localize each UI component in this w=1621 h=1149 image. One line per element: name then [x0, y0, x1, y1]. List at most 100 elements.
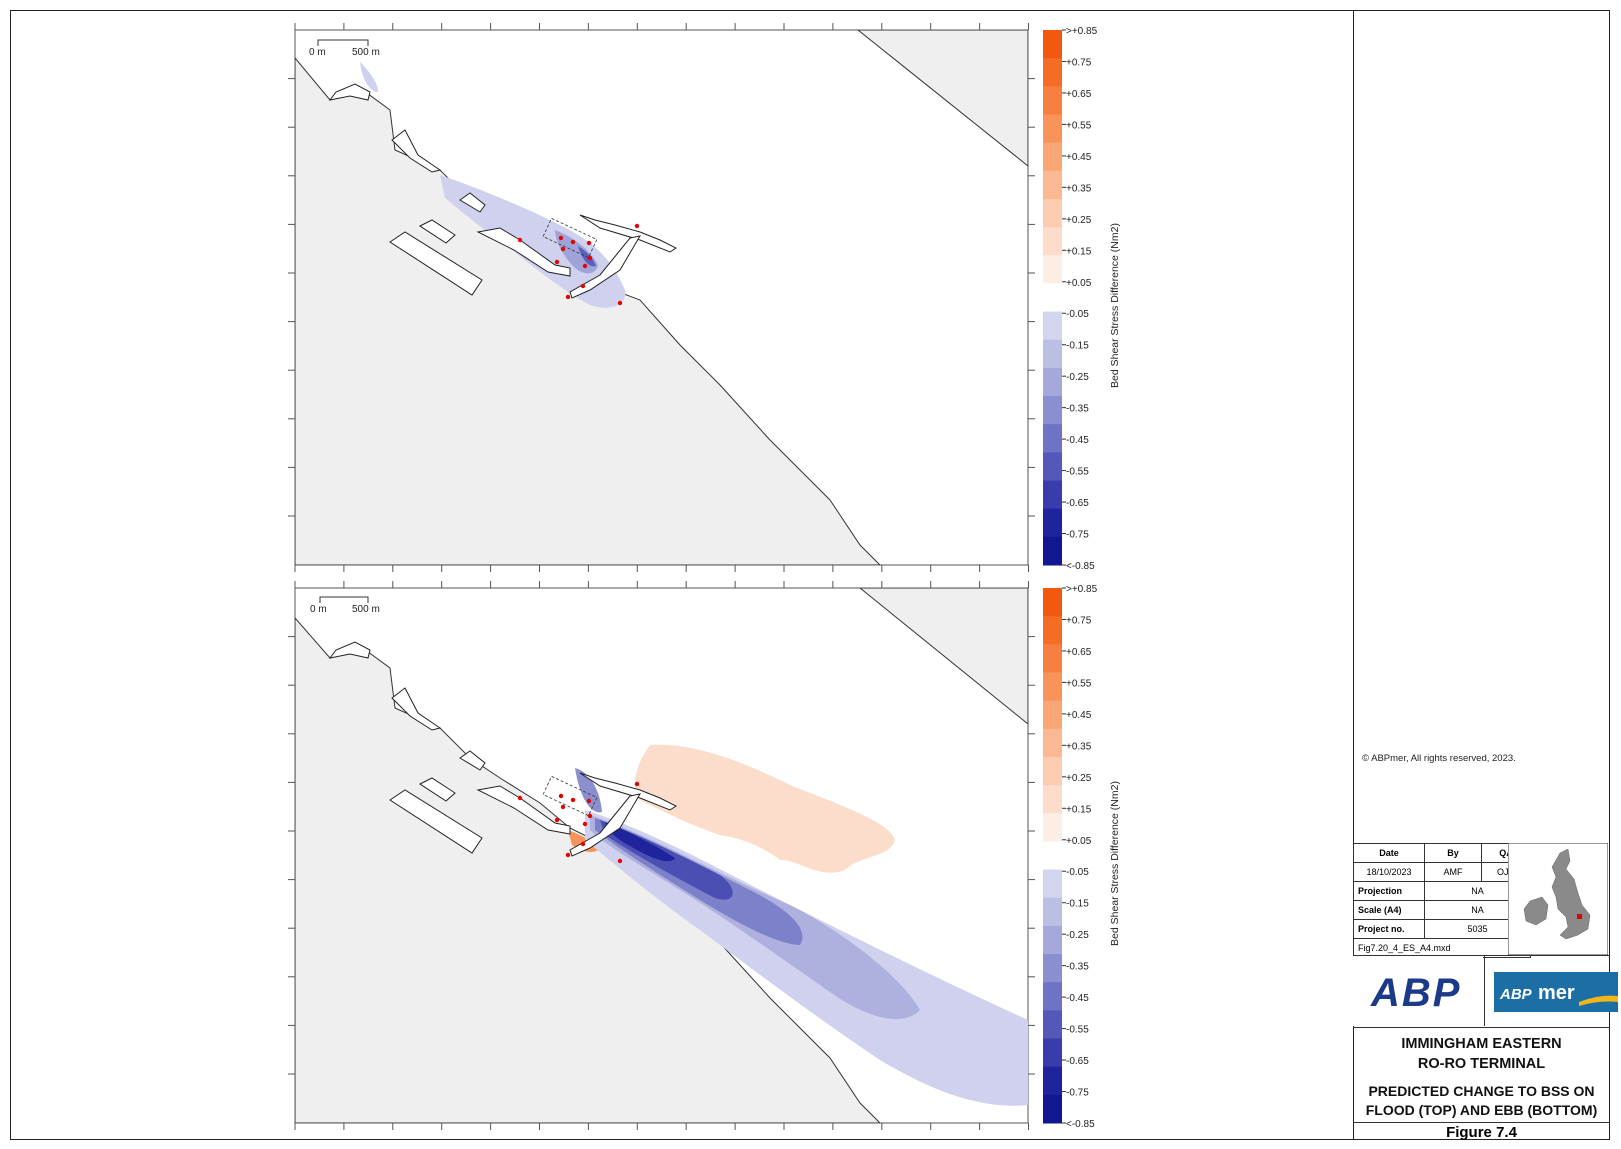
- legend-swatch: [1043, 339, 1062, 369]
- legend-swatch: [1043, 30, 1062, 59]
- title-block-panel: [1353, 10, 1610, 1140]
- legend-label: -0.45: [1066, 993, 1089, 1004]
- legend-swatch: [1043, 728, 1062, 758]
- logo-divider: [1484, 956, 1485, 1026]
- legend-swatch: [1043, 588, 1062, 617]
- legend-swatch: [1043, 255, 1062, 284]
- legend-label: +0.45: [1066, 152, 1092, 163]
- by-value: AMF: [1424, 862, 1482, 882]
- legend-swatch: [1043, 1038, 1062, 1068]
- legend-label: +0.05: [1066, 836, 1092, 847]
- scale-bar-end-label: 500 m: [352, 47, 380, 58]
- monitoring-points: [517, 223, 640, 306]
- legend-label: <-0.85: [1066, 1119, 1095, 1130]
- by-header: By: [1424, 843, 1482, 863]
- legend-label: -0.25: [1066, 372, 1089, 383]
- legend-swatch: [1043, 700, 1062, 730]
- copyright-notice: © ABPmer, All rights reserved, 2023.: [1362, 753, 1516, 764]
- legend-swatch: [1043, 480, 1062, 510]
- legend-label: +0.35: [1066, 183, 1092, 194]
- monitoring-point: [634, 781, 640, 787]
- legend-swatch: [1043, 86, 1062, 115]
- legend-swatch: [1043, 58, 1062, 87]
- monitoring-points: [517, 781, 640, 864]
- monitoring-point: [558, 793, 564, 799]
- legend-label: -0.75: [1066, 1088, 1089, 1099]
- legend-swatch: [1043, 170, 1062, 200]
- monitoring-point: [580, 283, 586, 289]
- ireland-outline: [1523, 896, 1549, 926]
- uk-location-inset: [1508, 843, 1608, 955]
- legend-swatch: [1043, 785, 1062, 814]
- abpmer-logo-wordmark: mer: [1538, 982, 1575, 1004]
- legend-label: +0.65: [1066, 89, 1092, 100]
- legend-label: +0.55: [1066, 678, 1092, 689]
- monitoring-point: [586, 240, 592, 246]
- legend-swatch: [1043, 1094, 1062, 1124]
- legend-label: +0.45: [1066, 710, 1092, 721]
- legend-label: +0.65: [1066, 647, 1092, 658]
- legend-swatch: [1043, 311, 1062, 341]
- bss-increase-patch: [634, 744, 895, 873]
- monitoring-point: [587, 813, 593, 819]
- monitoring-point: [565, 852, 571, 858]
- abpmer-logo-prefix: ABP: [1499, 986, 1533, 1003]
- map-frame-ticks: [288, 23, 1035, 572]
- legend-label: +0.75: [1066, 57, 1092, 68]
- abp-logo: ABP: [1353, 956, 1483, 1026]
- scale-label: Scale (A4): [1353, 900, 1425, 920]
- legend-label: -0.75: [1066, 530, 1089, 541]
- title-block-divider: [1353, 1027, 1610, 1028]
- legend-swatch: [1043, 925, 1062, 955]
- legend-swatch: [1043, 114, 1062, 144]
- legend-label: +0.15: [1066, 246, 1092, 257]
- legend-label: +0.75: [1066, 615, 1092, 626]
- legend-swatch: [1043, 1066, 1062, 1096]
- legend-label: -0.55: [1066, 1025, 1089, 1036]
- monitoring-point: [586, 798, 592, 804]
- port-structures: [328, 83, 677, 299]
- legend-label: <-0.85: [1066, 561, 1095, 572]
- monitoring-point: [570, 797, 576, 803]
- legend-title-flood: Bed Shear Stress Difference (Nm2): [1109, 223, 1121, 388]
- monitoring-point: [560, 804, 566, 810]
- legend-label: -0.35: [1066, 962, 1089, 973]
- abpmer-logo: ABP mer: [1494, 972, 1618, 1012]
- legend-label: -0.35: [1066, 404, 1089, 415]
- date-header: Date: [1353, 843, 1425, 863]
- monitoring-point: [517, 795, 523, 801]
- legend-swatch: [1043, 954, 1062, 983]
- legend-swatch: [1043, 508, 1062, 538]
- legend-swatch: [1043, 897, 1062, 927]
- title-block-divider: [1353, 1122, 1610, 1123]
- bss-decrease-patch: [605, 822, 675, 862]
- monitoring-point: [582, 263, 588, 269]
- map-frame-ticks: [288, 581, 1035, 1130]
- legend-swatch: [1043, 982, 1062, 1011]
- legend-label: -0.65: [1066, 1056, 1089, 1067]
- monitoring-point: [582, 821, 588, 827]
- legend-label: -0.05: [1066, 309, 1089, 320]
- legend-label: +0.15: [1066, 804, 1092, 815]
- abp-logo-wordmark: ABP: [1370, 971, 1461, 1015]
- legend-label: -0.15: [1066, 341, 1089, 352]
- monitoring-point: [554, 817, 560, 823]
- proposed-terminal-outline: [542, 217, 598, 259]
- figure-number: Figure 7.4: [1446, 1124, 1517, 1141]
- legend-swatch: [1043, 198, 1062, 228]
- legend-swatch: [1043, 424, 1062, 453]
- map-panel-ebb: 0 m 500 m: [288, 581, 1035, 1130]
- project-title-line-2: RO-RO TERMINAL: [1417, 1056, 1546, 1072]
- legend-label: >+0.85: [1066, 26, 1098, 37]
- scale-bar: 0 m 500 m: [309, 39, 380, 58]
- legend-label: +0.55: [1066, 120, 1092, 131]
- legend-swatch: [1043, 672, 1062, 702]
- projection-label: Projection: [1353, 881, 1425, 901]
- legend-swatch: [1043, 227, 1062, 256]
- color-legend-ebb: >+0.85 +0.75 +0.65 +0.55 +0.45 +0.35 +0.25 +0.1…: [1043, 584, 1098, 1130]
- monitoring-point: [587, 255, 593, 261]
- monitoring-point: [565, 294, 571, 300]
- legend-swatch: [1043, 869, 1062, 899]
- legend-swatch: [1043, 813, 1062, 842]
- legend-swatch: [1043, 616, 1062, 645]
